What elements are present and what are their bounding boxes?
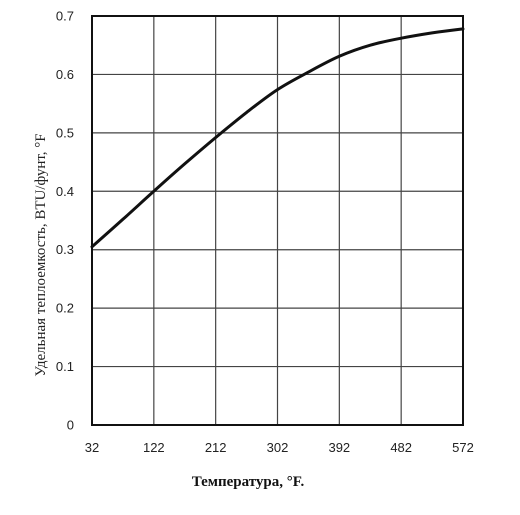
y-tick-label: 0.4 bbox=[56, 184, 74, 199]
series-lines bbox=[90, 27, 465, 249]
series-line bbox=[90, 27, 465, 249]
y-tick-labels: 0 0.1 0.2 0.3 0.4 0.5 0.6 0.7 bbox=[56, 9, 74, 433]
x-tick-label: 302 bbox=[267, 440, 289, 455]
x-tick-label: 482 bbox=[390, 440, 412, 455]
y-axis-label: Удельная теплоемкость, BTU/фунт, °F bbox=[33, 133, 49, 376]
y-tick-label: 0.7 bbox=[56, 9, 74, 24]
y-tick-label: 0.6 bbox=[56, 67, 74, 82]
x-axis-label: Температура, °F. bbox=[192, 474, 305, 490]
x-tick-labels: 32 122 212 302 392 482 572 bbox=[85, 440, 474, 455]
x-tick-label: 32 bbox=[85, 440, 99, 455]
grid bbox=[92, 16, 463, 425]
plot-frame bbox=[91, 15, 464, 426]
y-tick-label: 0.2 bbox=[56, 301, 74, 316]
x-tick-label: 122 bbox=[143, 440, 165, 455]
x-tick-label: 572 bbox=[452, 440, 474, 455]
y-tick-label: 0.1 bbox=[56, 359, 74, 374]
y-tick-label: 0 bbox=[67, 418, 74, 433]
x-tick-label: 212 bbox=[205, 440, 227, 455]
y-tick-label: 0.5 bbox=[56, 125, 74, 140]
y-tick-label: 0.3 bbox=[56, 242, 74, 257]
x-tick-label: 392 bbox=[328, 440, 350, 455]
